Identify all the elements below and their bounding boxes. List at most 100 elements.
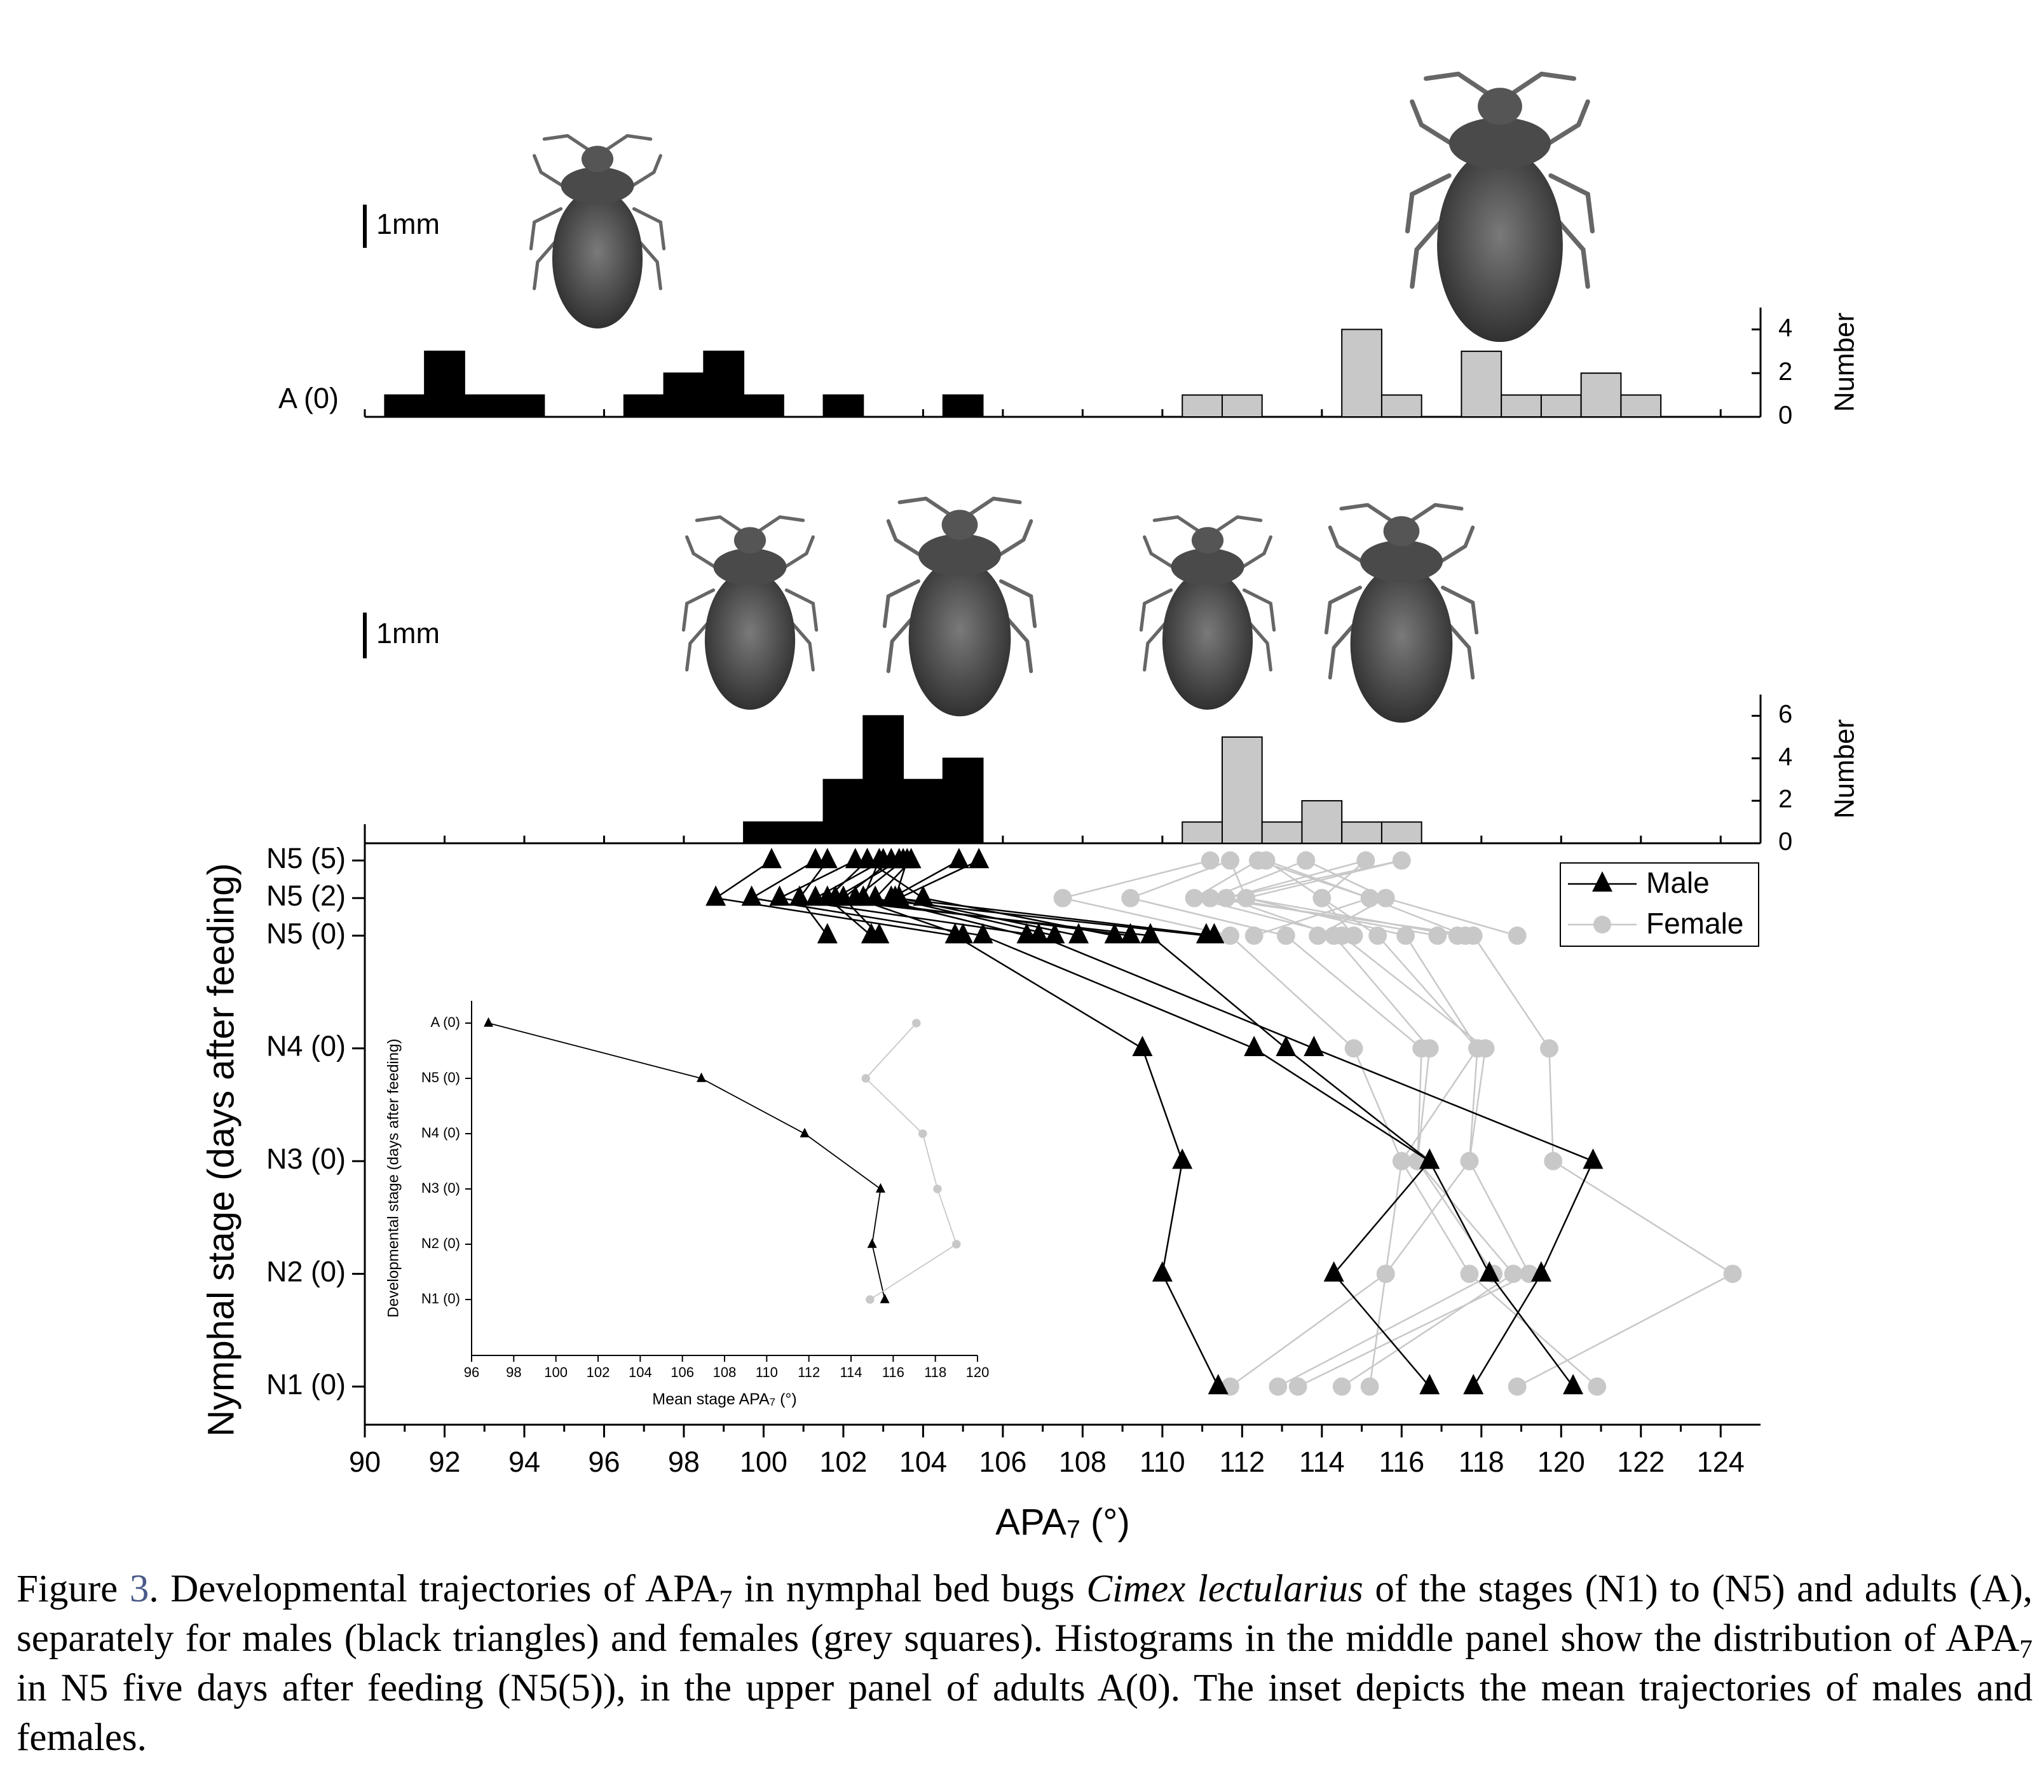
- figure: 0 2 4 Number A (0) 1mm 0 2 4 6 Number 1mm 90 92 94 96 98…: [200, 0, 1860, 1544]
- circle-marker: [1121, 888, 1140, 907]
- circle-marker: [1368, 927, 1387, 945]
- circle-marker: [1540, 1039, 1558, 1058]
- triangle-marker: [897, 848, 918, 869]
- histogram-bar: [1461, 350, 1502, 417]
- inset-x-tick-label: 118: [924, 1364, 946, 1380]
- circle-marker: [1201, 888, 1220, 907]
- histogram-bar: [1221, 736, 1263, 845]
- inset-x-tick-label: 100: [544, 1364, 568, 1380]
- inset-y-tick-label: N4 (0): [421, 1125, 460, 1141]
- triangle-marker: [1016, 923, 1037, 944]
- legend-label: Male: [1646, 866, 1710, 899]
- histogram-bar: [822, 778, 864, 844]
- histogram-bar: [703, 350, 745, 417]
- circle-marker: [1360, 888, 1379, 907]
- x-tick-label: 102: [819, 1446, 867, 1478]
- caption-subscript: 7: [719, 1584, 733, 1614]
- inset-y-tick-label: A (0): [431, 1014, 460, 1030]
- histogram-bar: [463, 394, 505, 417]
- x-tick-label: 96: [588, 1446, 620, 1478]
- legend-label: Female: [1646, 907, 1743, 940]
- circle-marker: [1396, 927, 1415, 945]
- triangle-marker: [1172, 1148, 1193, 1169]
- specimen-photo: [885, 499, 1035, 717]
- histogram-bar: [663, 372, 705, 418]
- y-tick-label: N3 (0): [266, 1143, 346, 1175]
- inset-x-tick-label: 106: [671, 1364, 694, 1380]
- inset-x-axis-label-part: (°): [775, 1390, 797, 1408]
- triangle-marker: [1530, 1261, 1551, 1282]
- y-tick-label: 2: [1778, 358, 1792, 386]
- y-tick-label: 4: [1778, 314, 1792, 342]
- triangle-marker: [1304, 1035, 1325, 1056]
- triangle-marker: [1419, 1148, 1440, 1169]
- circle-marker: [1392, 1151, 1411, 1171]
- x-tick-label: 90: [349, 1446, 381, 1478]
- inset-y-tick-label: N3 (0): [421, 1180, 460, 1196]
- triangle-marker: [1068, 923, 1089, 944]
- histogram-bar: [1501, 394, 1542, 417]
- x-tick-label: 108: [1059, 1446, 1107, 1478]
- caption-text: of the stages (N1) to (N5) and adults (A…: [17, 1568, 2033, 1660]
- inset-y-tick-label: N1 (0): [421, 1291, 460, 1307]
- circle-marker: [1588, 1377, 1607, 1396]
- circle-marker: [1723, 1265, 1742, 1283]
- x-tick-label: 104: [899, 1446, 947, 1478]
- triangle-marker: [1152, 1261, 1173, 1282]
- circle-marker: [1356, 851, 1375, 870]
- inset-x-tick-label: 114: [840, 1364, 862, 1380]
- circle-marker: [1269, 1377, 1288, 1396]
- circle-marker: [1237, 888, 1256, 907]
- circle-marker: [1456, 927, 1475, 945]
- histogram-bar: [1380, 394, 1422, 417]
- histogram-bar: [1341, 329, 1382, 418]
- caption-subscript: 7: [2019, 1634, 2033, 1664]
- x-tick-label: 116: [1379, 1446, 1424, 1478]
- triangle-marker: [875, 1183, 885, 1193]
- histogram-bar: [1261, 821, 1303, 844]
- triangle-marker: [1563, 1374, 1584, 1395]
- triangle-marker: [705, 885, 726, 906]
- circle-marker: [912, 1019, 921, 1028]
- triangle-marker: [1583, 1148, 1604, 1169]
- specimen-photo: [1408, 74, 1593, 342]
- circle-marker: [1376, 1265, 1395, 1283]
- circle-marker: [1216, 888, 1236, 907]
- x-tick-label: 106: [979, 1446, 1026, 1478]
- triangle-marker: [697, 1072, 707, 1082]
- triangle-marker: [972, 923, 993, 944]
- triangle-marker: [1104, 923, 1125, 944]
- circle-marker: [1332, 1377, 1351, 1396]
- specimen-photo: [531, 136, 664, 329]
- circle-marker: [1544, 1151, 1563, 1171]
- y-axis-label: Number: [1829, 719, 1860, 819]
- circle-marker: [1460, 1265, 1479, 1283]
- caption-text: in nymphal bed bugs: [732, 1568, 1087, 1610]
- circle-marker: [1276, 927, 1295, 945]
- circle-marker: [1221, 927, 1239, 945]
- y-tick-label: 0: [1778, 402, 1792, 430]
- inset-x-tick-label: 98: [506, 1364, 521, 1380]
- histogram-bar: [1380, 821, 1422, 844]
- inset-x-axis-label-part: 7: [770, 1396, 775, 1408]
- histogram-bar: [384, 394, 426, 417]
- histogram-bar: [1221, 394, 1263, 417]
- histogram-bar: [1301, 800, 1343, 844]
- x-tick-label: 118: [1459, 1446, 1504, 1478]
- y-axis-label: Nymphal stage (days after feeding): [200, 863, 242, 1437]
- triangle-marker: [800, 1127, 810, 1137]
- y-tick-label: 2: [1778, 785, 1792, 813]
- circle-marker: [1508, 1377, 1527, 1396]
- inset-x-tick-label: 96: [464, 1364, 479, 1380]
- circle-marker: [1360, 1377, 1379, 1396]
- circle-marker: [1244, 927, 1264, 945]
- triangle-marker: [1132, 1035, 1153, 1056]
- inset-line: [488, 1022, 885, 1300]
- x-tick-label: 94: [508, 1446, 540, 1478]
- triangle-marker: [1479, 1261, 1500, 1282]
- histogram-bar: [623, 394, 665, 417]
- histogram-bar: [782, 821, 824, 844]
- y-tick-label: N5 (0): [266, 917, 346, 949]
- circle-marker: [1460, 1151, 1479, 1171]
